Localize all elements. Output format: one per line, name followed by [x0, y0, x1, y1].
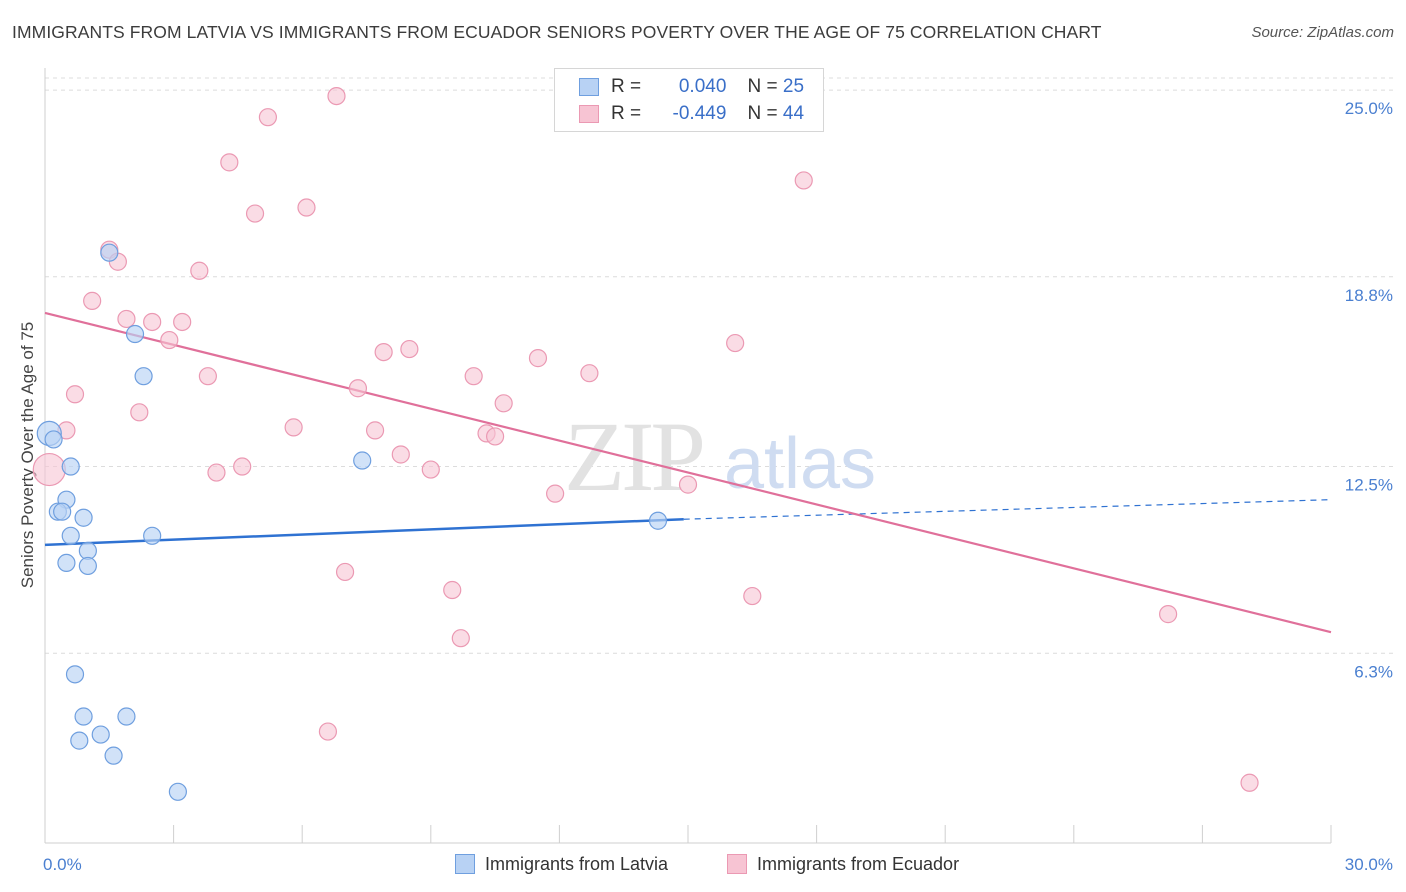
ecuador-point	[494, 394, 513, 413]
ecuador-point	[391, 445, 410, 464]
ecuador-point	[486, 427, 505, 446]
latvia-point	[53, 502, 72, 521]
ecuador-point	[400, 339, 419, 359]
latvia-point	[143, 526, 162, 545]
ecuador-n-value: 44	[782, 103, 805, 124]
watermark: ZIP atlas	[564, 401, 876, 512]
latvia-n-label: N =	[747, 76, 778, 97]
ecuador-point	[318, 722, 338, 741]
latvia-point	[44, 430, 63, 449]
latvia-r-label: R =	[611, 76, 642, 97]
ecuador-r-value: -0.449	[672, 103, 727, 124]
ecuador-point	[451, 629, 470, 648]
latvia-point	[134, 367, 153, 386]
bottom-ecuador-label: Immigrants from Ecuador	[757, 853, 960, 874]
latvia-point	[74, 707, 93, 726]
ecuador-point	[220, 153, 239, 172]
latvia-point	[104, 746, 123, 765]
ecuador-point	[284, 418, 303, 437]
latvia-point	[353, 451, 372, 470]
ecuador-point	[528, 349, 548, 368]
bottom-legend-latvia: Immigrants from Latvia	[455, 851, 668, 877]
ecuador-point	[374, 342, 393, 362]
ecuador-r-label: R =	[611, 103, 642, 124]
latvia-point	[61, 526, 80, 545]
legend-row-latvia: R = 0.040 N = 25	[579, 75, 804, 99]
x-tick-label: 30.0%	[1345, 855, 1393, 874]
ecuador-point	[794, 171, 813, 190]
latvia-point	[78, 556, 97, 576]
ecuador-point	[258, 108, 278, 127]
bottom-latvia-label: Immigrants from Latvia	[485, 853, 669, 874]
ecuador-point	[198, 367, 217, 386]
ecuador-point	[743, 586, 762, 606]
ecuador-point	[117, 309, 136, 329]
latvia-n-value: 25	[782, 76, 805, 97]
legend-row-ecuador: R = -0.449 N = 44	[579, 102, 804, 126]
grid-lines	[45, 77, 1393, 654]
y-tick-label: 6.3%	[1354, 662, 1393, 681]
latvia-point	[117, 707, 136, 726]
ecuador-point	[580, 364, 599, 383]
x-tick-label: 0.0%	[43, 855, 82, 874]
ecuador-n-label: N =	[747, 103, 778, 124]
ecuador-point	[130, 403, 149, 422]
ecuador-point	[190, 261, 209, 280]
latvia-point	[78, 541, 97, 560]
stats-legend: R = 0.040 N = 25 R = -0.449 N = 44	[554, 68, 824, 132]
ecuador-point	[297, 198, 316, 217]
ecuador-point	[464, 367, 483, 386]
latvia-point	[61, 457, 80, 476]
bottom-latvia-swatch	[455, 854, 475, 874]
latvia-point	[74, 508, 93, 527]
ecuador-point	[143, 312, 162, 332]
bottom-ecuador-swatch	[727, 854, 747, 874]
latvia-point	[100, 243, 119, 262]
ecuador-trend-line	[44, 311, 1332, 634]
ecuador-point	[421, 460, 440, 479]
ecuador-point	[233, 457, 252, 476]
ecuador-swatch	[579, 105, 599, 123]
y-tick-label: 18.8%	[1345, 286, 1393, 305]
latvia-point	[91, 725, 110, 744]
ecuador-point	[65, 385, 85, 404]
tick-labels: 6.3% 12.5% 18.8% 25.0% 0.0% 30.0%	[43, 99, 1393, 874]
latvia-trend-extension	[683, 499, 1332, 520]
latvia-trend-line	[44, 517, 684, 547]
ecuador-point	[726, 333, 745, 353]
ecuador-point	[83, 291, 102, 310]
ecuador-point	[327, 86, 346, 106]
bottom-legend-ecuador: Immigrants from Ecuador	[727, 851, 959, 877]
latvia-point	[125, 324, 145, 344]
latvia-point	[57, 553, 76, 573]
latvia-point	[168, 782, 187, 801]
ecuador-point	[207, 463, 226, 482]
data-points	[32, 86, 1259, 801]
source-label: Source: ZipAtlas.com	[1251, 24, 1394, 41]
ecuador-point	[32, 452, 66, 487]
latvia-point	[65, 665, 85, 684]
ecuador-point	[678, 475, 698, 494]
ecuador-point	[245, 204, 265, 223]
ecuador-point	[1240, 773, 1259, 792]
ecuador-point	[365, 421, 385, 440]
latvia-point	[648, 511, 668, 530]
ecuador-point	[160, 330, 179, 350]
ecuador-point	[546, 484, 565, 503]
latvia-point	[70, 731, 89, 750]
ecuador-point	[335, 562, 355, 582]
latvia-swatch	[579, 78, 599, 96]
ecuador-point	[348, 379, 368, 398]
ecuador-point	[1159, 605, 1178, 624]
watermark-zip: ZIP	[564, 401, 702, 512]
chart-title: IMMIGRANTS FROM LATVIA VS IMMIGRANTS FRO…	[12, 22, 1102, 42]
ecuador-point	[443, 580, 462, 600]
y-tick-label: 25.0%	[1345, 99, 1393, 118]
latvia-r-value: 0.040	[678, 76, 727, 97]
y-tick-label: 12.5%	[1345, 476, 1393, 495]
watermark-atlas: atlas	[724, 424, 876, 504]
ecuador-point	[173, 312, 192, 332]
